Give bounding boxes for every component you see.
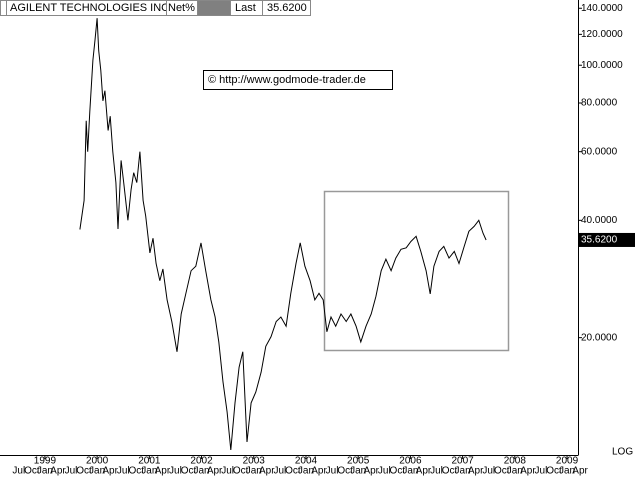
month-tick-label: Oct xyxy=(337,466,353,477)
month-tick-label: Jan xyxy=(89,466,105,477)
month-tick-label: Apr xyxy=(311,466,327,477)
price-line xyxy=(79,18,487,451)
header-last-value: 35.6200 xyxy=(267,2,307,14)
header-change-label: Net% xyxy=(168,2,195,14)
x-tick-label: 2004 xyxy=(295,456,318,467)
x-tick-label: 2006 xyxy=(399,456,422,467)
month-tick-label: Oct xyxy=(390,466,406,477)
highlight-box xyxy=(323,190,510,352)
month-tick-label: Apr xyxy=(468,466,484,477)
month-tick-label: Apr xyxy=(572,466,588,477)
month-tick-label: Jul xyxy=(12,466,25,477)
month-tick-label: Apr xyxy=(416,466,432,477)
copyright-box xyxy=(203,70,393,90)
y-tick-label: 120.0000 xyxy=(581,29,623,40)
month-tick-label: Oct xyxy=(442,466,458,477)
month-tick-label: Apr xyxy=(259,466,275,477)
month-tick-label: Apr xyxy=(50,466,66,477)
scale-label: LOG xyxy=(612,447,633,458)
month-tick-label: Jan xyxy=(402,466,418,477)
y-tick-label: 20.0000 xyxy=(581,332,618,343)
month-tick-label: Oct xyxy=(128,466,144,477)
x-tick-label: 2009 xyxy=(556,456,579,467)
header-name: AGILENT TECHNOLOGIES INC xyxy=(10,2,169,14)
x-tick-label: 2000 xyxy=(86,456,109,467)
month-tick-label: Oct xyxy=(76,466,92,477)
x-tick-label: 2008 xyxy=(504,456,527,467)
month-tick-label: Oct xyxy=(24,466,40,477)
header-marker xyxy=(0,0,7,16)
x-tick-label: 2005 xyxy=(347,456,370,467)
y-tick-label: 80.0000 xyxy=(581,98,618,109)
y-tick-label: 40.0000 xyxy=(581,215,618,226)
month-tick-label: Jul xyxy=(430,466,443,477)
y-tick-label: 60.0000 xyxy=(581,146,618,157)
month-tick-label: Jan xyxy=(350,466,366,477)
month-tick-label: Jan xyxy=(507,466,523,477)
month-tick-label: Jul xyxy=(117,466,130,477)
x-tick-label: 2002 xyxy=(190,456,213,467)
x-tick-label: 2003 xyxy=(243,456,266,467)
header-last-value-box xyxy=(262,0,311,16)
month-tick-label: Jan xyxy=(298,466,314,477)
month-tick-label: Jul xyxy=(378,466,391,477)
month-tick-label: Jan xyxy=(246,466,262,477)
copyright: © http://www.godmode-trader.de xyxy=(208,74,366,86)
month-tick-label: Jan xyxy=(193,466,209,477)
month-tick-label: Jul xyxy=(169,466,182,477)
month-tick-label: Jan xyxy=(559,466,575,477)
month-tick-label: Jul xyxy=(326,466,339,477)
header-last-label: Last xyxy=(235,2,256,14)
y-tick-label: 100.0000 xyxy=(581,60,623,71)
month-tick-label: Jan xyxy=(141,466,157,477)
last-value-label: 35.6200 xyxy=(581,235,618,246)
month-tick-label: Jan xyxy=(37,466,53,477)
y-tick-label: 140.0000 xyxy=(581,3,623,14)
month-tick-label: Oct xyxy=(285,466,301,477)
month-tick-label: Jul xyxy=(482,466,495,477)
month-tick-label: Oct xyxy=(233,466,249,477)
month-tick-label: Oct xyxy=(494,466,510,477)
last-value-box xyxy=(579,232,635,247)
month-tick-label: Oct xyxy=(546,466,562,477)
header-change-value xyxy=(197,0,231,16)
x-tick-label: 2007 xyxy=(451,456,474,467)
month-tick-label: Apr xyxy=(520,466,536,477)
month-tick-label: Jul xyxy=(221,466,234,477)
month-tick-label: Apr xyxy=(363,466,379,477)
month-tick-label: Apr xyxy=(207,466,223,477)
month-tick-label: Apr xyxy=(155,466,171,477)
month-tick-label: Jan xyxy=(455,466,471,477)
month-tick-label: Oct xyxy=(181,466,197,477)
x-tick-label: 2001 xyxy=(138,456,161,467)
x-tick-label: 1999 xyxy=(34,456,57,467)
month-tick-label: Jul xyxy=(65,466,78,477)
month-tick-label: Jul xyxy=(273,466,286,477)
month-tick-label: Apr xyxy=(102,466,118,477)
month-tick-label: Jul xyxy=(535,466,548,477)
